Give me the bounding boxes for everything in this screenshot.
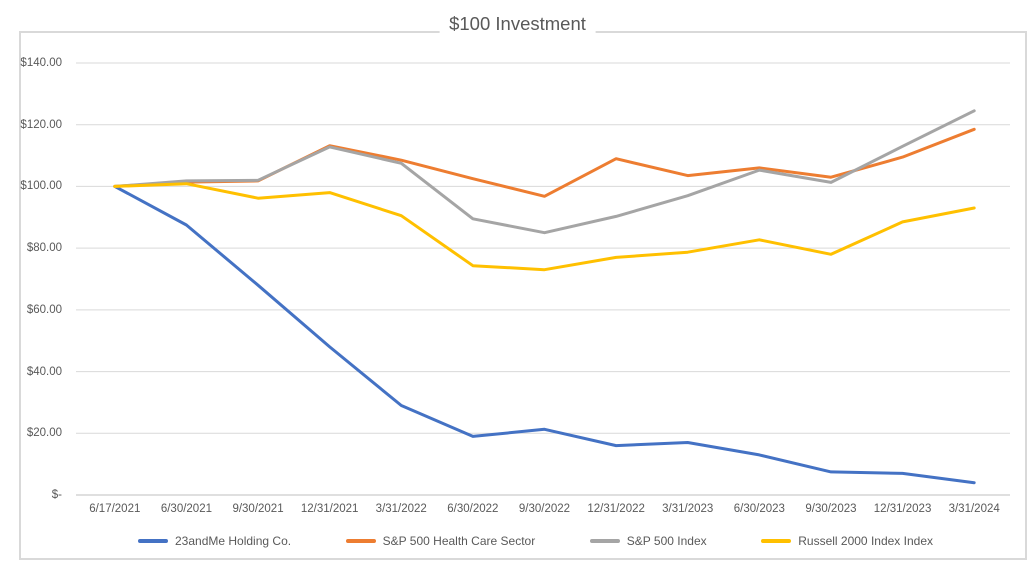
x-axis-tick-label: 3/31/2023 <box>662 503 714 515</box>
legend-line-swatch <box>761 539 792 543</box>
y-axis-tick-label: $60.00 <box>26 303 62 316</box>
legend-item-russell-2000-index-index[interactable]: Russell 2000 Index Index <box>761 534 933 548</box>
legend-item-s-p-500-health-care-sector[interactable]: S&P 500 Health Care Sector <box>345 534 536 548</box>
series-line-russell-2000-index-index[interactable] <box>113 182 976 272</box>
x-axis-tick-label: 6/30/2023 <box>733 503 785 515</box>
y-axis-tick-label: $40.00 <box>26 365 62 378</box>
legend-label: S&P 500 Index <box>626 534 707 548</box>
legend-label: 23andMe Holding Co. <box>175 534 292 548</box>
x-axis-tick-label: 3/31/2022 <box>375 503 427 515</box>
y-axis-tick-label: $100.00 <box>20 180 62 193</box>
x-axis-tick-label: 3/31/2024 <box>948 503 1000 515</box>
x-axis-tick-label: 12/31/2023 <box>873 503 932 515</box>
x-axis-tick-label: 6/30/2021 <box>160 503 212 515</box>
x-axis-tick-label: 9/30/2022 <box>518 503 571 515</box>
x-axis-tick-label: 9/30/2023 <box>805 503 857 515</box>
legend-item-s-p-500-index[interactable]: S&P 500 Index <box>589 534 707 548</box>
x-axis-tick-label: 6/30/2022 <box>447 503 499 515</box>
chart-legend: 23andMe Holding Co. S&P 500 Health Care S… <box>138 531 933 551</box>
y-axis-tick-label: $- <box>51 489 62 501</box>
chart-title: $100 Investment <box>439 13 596 35</box>
legend-line-swatch <box>589 539 620 543</box>
x-axis-tick-label: 12/31/2021 <box>300 503 359 515</box>
y-axis-tick-label: $120.00 <box>20 118 62 131</box>
series-line-s-p-500-index[interactable] <box>113 109 976 235</box>
legend-line-swatch <box>345 539 376 543</box>
gridlines <box>76 62 1010 496</box>
y-axis-tick-label: $20.00 <box>26 427 62 440</box>
series-line-23andme-holding-co[interactable] <box>113 184 976 485</box>
x-axis-tick-label: 9/30/2021 <box>232 503 284 515</box>
series-lines <box>113 109 976 485</box>
legend-line-swatch <box>138 539 168 543</box>
y-axis-tick-label: $140.00 <box>20 57 62 69</box>
x-axis-tick-label: 12/31/2022 <box>587 503 645 515</box>
legend-item-23andme-holding-co[interactable]: 23andMe Holding Co. <box>138 534 291 548</box>
legend-label: S&P 500 Health Care Sector <box>382 534 536 548</box>
legend-label: Russell 2000 Index Index <box>798 534 933 548</box>
x-axis-tick-label: 6/17/2021 <box>89 503 141 515</box>
y-axis-tick-label: $80.00 <box>26 242 62 255</box>
